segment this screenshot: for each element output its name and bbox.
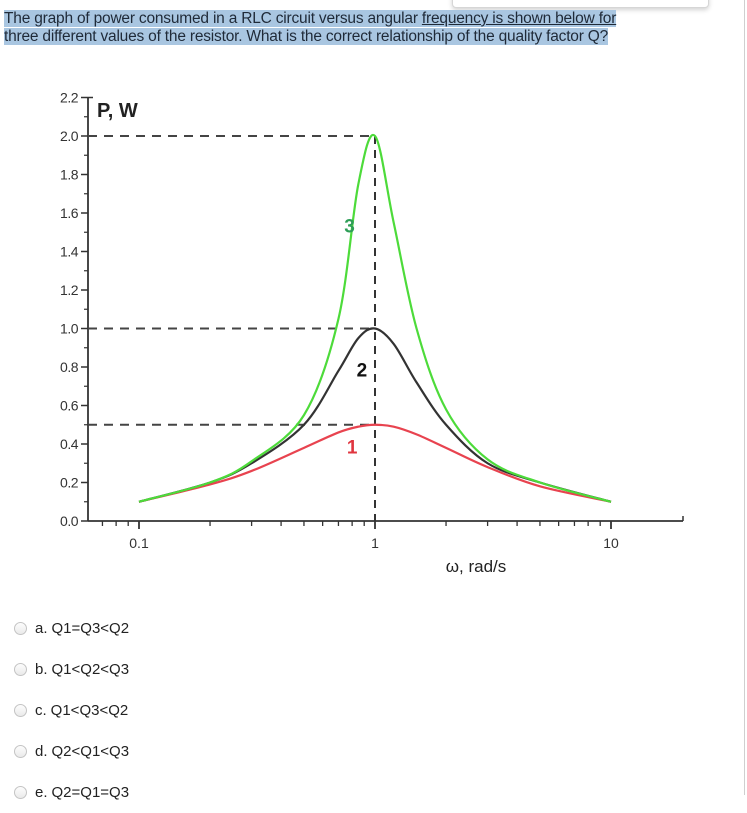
y-tick-label: 0.0 xyxy=(60,513,79,529)
curve-label-1: 1 xyxy=(347,438,358,459)
power-vs-frequency-chart: 0.0 0.2 0.4 0.6 0.8 1.0 1.2 1.4 1.6 1.8 2.0 2.2 0.1 1… xyxy=(60,90,684,576)
option-d[interactable]: d. Q2<Q1<Q3 xyxy=(14,731,129,772)
option-a[interactable]: a. Q1=Q3<Q2 xyxy=(14,608,129,649)
curve-label-3: 3 xyxy=(344,216,355,237)
option-c[interactable]: c. Q1<Q3<Q2 xyxy=(14,690,129,731)
y-tick-label: 2.0 xyxy=(60,128,79,144)
radio-button-icon[interactable] xyxy=(14,704,27,717)
y-tick-label: 0.6 xyxy=(60,398,79,414)
option-text: Q1=Q3<Q2 xyxy=(51,620,130,637)
y-tick-label: 0.4 xyxy=(60,436,79,452)
curve-series-1 xyxy=(138,423,612,503)
y-tick-label: 0.2 xyxy=(60,475,79,491)
window-border xyxy=(744,0,745,795)
radio-button-icon[interactable] xyxy=(14,622,27,635)
chart-labels: P, W ω, rad/s 3 2 1 xyxy=(97,100,506,576)
x-axis-label: ω, rad/s xyxy=(446,557,507,576)
option-text: Q1<Q2<Q3 xyxy=(51,661,130,678)
option-letter: e. xyxy=(35,784,48,801)
radio-button-icon[interactable] xyxy=(14,745,27,758)
question-line2: three different values of the resistor. … xyxy=(4,28,609,45)
chart-axes: 0.0 0.2 0.4 0.6 0.8 1.0 1.2 1.4 1.6 1.8 2.0 2.2 0.1 1… xyxy=(60,90,684,551)
option-letter: c. xyxy=(35,702,47,719)
y-tick-label: 1.6 xyxy=(60,205,79,221)
option-letter: a. xyxy=(35,620,48,637)
option-text: Q1<Q3<Q2 xyxy=(50,702,129,719)
radio-button-icon[interactable] xyxy=(14,786,27,799)
y-tick-label: 0.8 xyxy=(60,359,79,375)
y-tick-label: 2.2 xyxy=(60,90,79,106)
option-text: Q2<Q1<Q3 xyxy=(51,743,130,760)
option-text: Q2=Q1=Q3 xyxy=(51,784,130,801)
radio-button-icon[interactable] xyxy=(14,663,27,676)
reference-lines xyxy=(88,135,376,521)
curve-series-3 xyxy=(138,133,612,503)
y-tick-label: 1.8 xyxy=(60,167,79,183)
question-link[interactable]: frequency is shown below for xyxy=(421,10,617,27)
option-e[interactable]: e. Q2=Q1=Q3 xyxy=(14,772,129,813)
option-letter: d. xyxy=(35,743,48,760)
question-text: The graph of power consumed in a RLC cir… xyxy=(4,10,704,46)
question-line1-text: The graph of power consumed in a RLC cir… xyxy=(4,10,422,27)
y-tick-label: 1.4 xyxy=(60,244,79,260)
y-tick-label: 1.0 xyxy=(60,321,79,337)
x-tick-label: 10 xyxy=(603,535,619,551)
x-tick-label: 1 xyxy=(371,535,379,551)
x-tick-label: 0.1 xyxy=(129,535,149,551)
chart-curves xyxy=(138,133,612,503)
curve-series-2 xyxy=(138,327,612,503)
option-letter: b. xyxy=(35,661,48,678)
y-axis-label: P, W xyxy=(97,100,138,122)
y-tick-label: 1.2 xyxy=(60,282,79,298)
option-b[interactable]: b. Q1<Q2<Q3 xyxy=(14,649,129,690)
popup-overlay xyxy=(452,0,709,8)
question-line1: The graph of power consumed in a RLC cir… xyxy=(4,10,616,27)
curve-label-2: 2 xyxy=(357,361,368,382)
answer-options: a. Q1=Q3<Q2 b. Q1<Q2<Q3 c. Q1<Q3<Q2 d. Q2<Q1… xyxy=(14,608,129,813)
